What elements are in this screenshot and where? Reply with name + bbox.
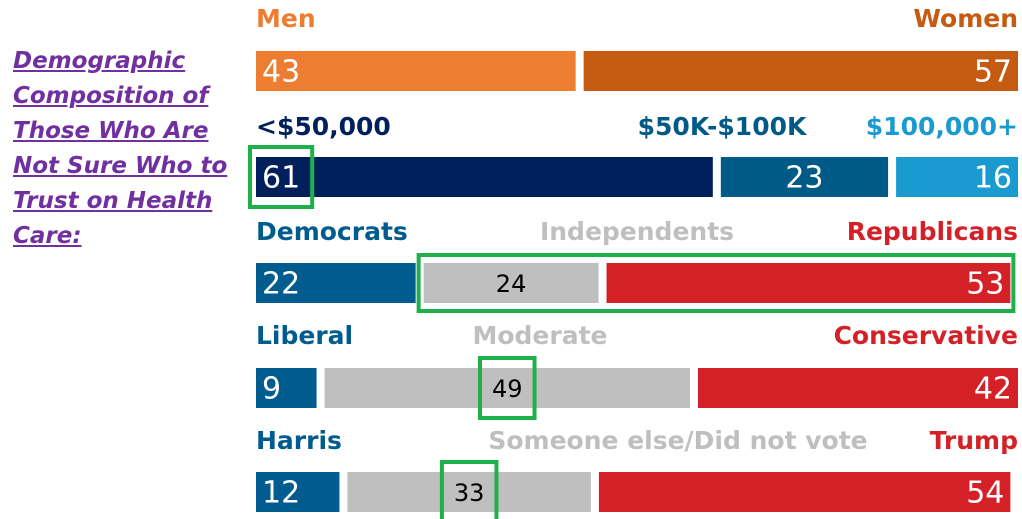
value-label: 12	[262, 476, 300, 511]
value-label: 43	[262, 55, 300, 90]
bar	[256, 472, 340, 512]
series-label: $100,000+	[866, 112, 1018, 141]
series-label: Someone else/Did not vote	[488, 426, 867, 455]
value-label: 42	[974, 372, 1012, 407]
series-label: Democrats	[256, 217, 408, 246]
bar	[598, 472, 1011, 512]
series-label: Trump	[930, 426, 1018, 455]
value-label: 49	[492, 375, 523, 403]
bar	[606, 263, 1011, 303]
bar	[347, 472, 591, 512]
value-label: 33	[454, 479, 485, 507]
bar	[697, 368, 1018, 408]
value-label: 24	[496, 270, 527, 298]
value-label: 57	[974, 55, 1012, 90]
highlight-box	[439, 460, 499, 519]
series-label: Women	[913, 4, 1018, 33]
value-label: 22	[262, 267, 300, 302]
bar	[423, 263, 599, 303]
bar	[583, 51, 1018, 91]
series-label: $50K-$100K	[638, 112, 808, 141]
value-label: 9	[262, 372, 281, 407]
value-label: 16	[974, 161, 1012, 196]
series-label: Republicans	[847, 217, 1018, 246]
series-label: <$50,000	[256, 112, 391, 141]
bar	[720, 157, 889, 197]
series-label: Moderate	[472, 321, 607, 350]
value-label: 23	[785, 161, 823, 196]
highlight-box	[477, 356, 537, 420]
bar	[324, 368, 690, 408]
chart-title: Demographic Composition of Those Who Are…	[13, 48, 228, 249]
bar	[896, 157, 1018, 197]
value-label: 53	[966, 267, 1004, 302]
bar	[256, 368, 317, 408]
value-label: 61	[262, 161, 300, 196]
series-label: Men	[256, 4, 316, 33]
bar	[256, 51, 576, 91]
series-label: Independents	[540, 217, 734, 246]
series-label: Harris	[256, 426, 342, 455]
value-label: 54	[966, 476, 1004, 511]
bar	[256, 157, 713, 197]
highlight-box	[248, 145, 315, 209]
highlight-box	[416, 253, 1016, 313]
series-label: Liberal	[256, 321, 353, 350]
series-label: Conservative	[834, 321, 1018, 350]
bar	[256, 263, 416, 303]
